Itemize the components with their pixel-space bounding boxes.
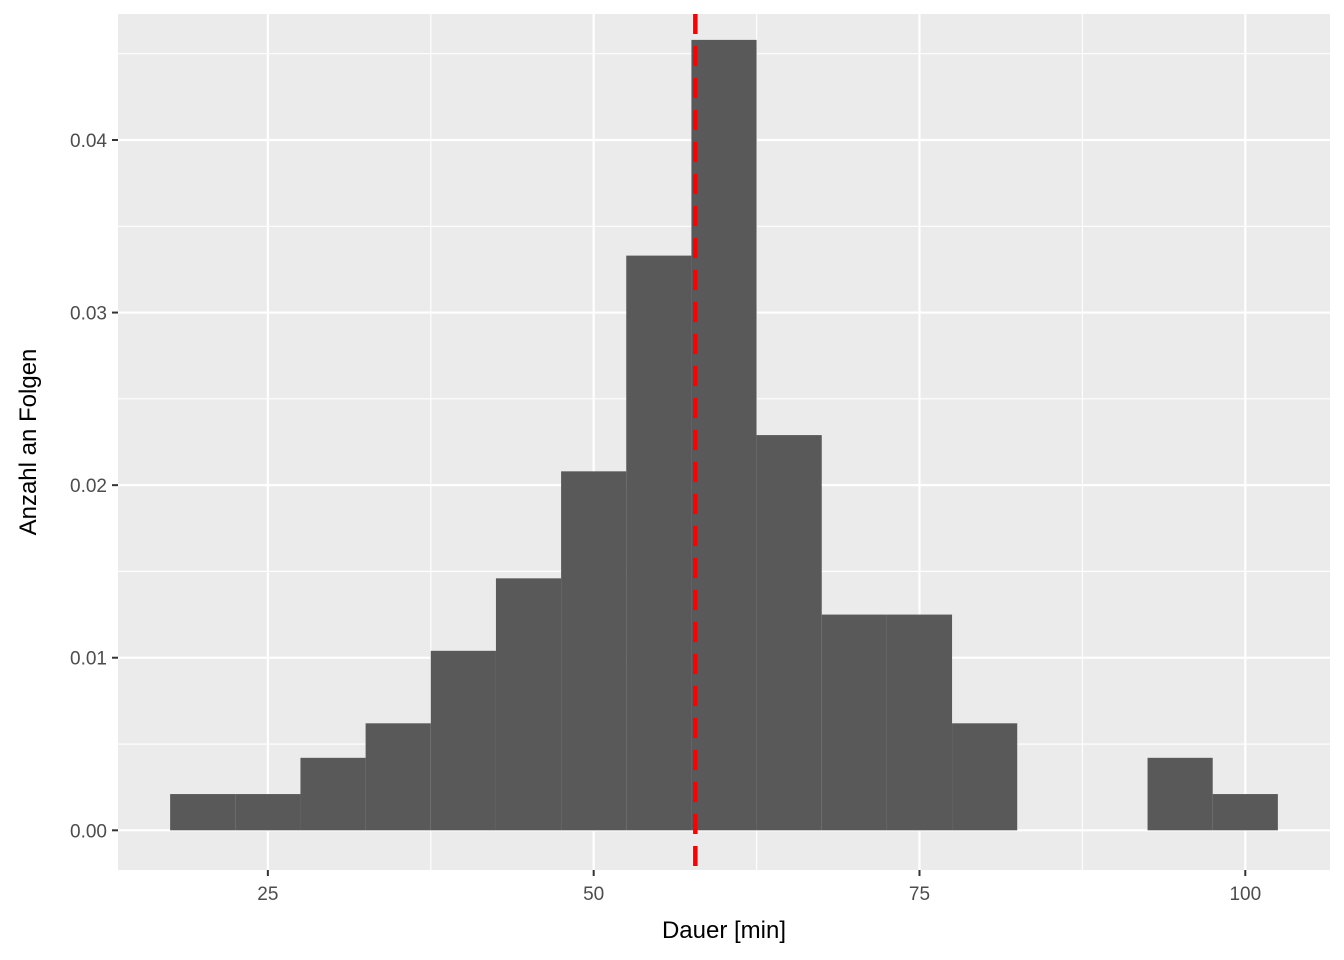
histogram-bars [170, 39, 1278, 831]
y-tick-label: 0.04 [70, 131, 107, 152]
y-tick-label: 0.03 [70, 304, 107, 325]
histogram-bar [235, 794, 301, 831]
y-tick-label: 0.00 [70, 821, 107, 842]
histogram-bar [952, 723, 1018, 831]
histogram-bar [626, 255, 692, 831]
histogram-bar [170, 794, 236, 831]
histogram-bar [821, 614, 887, 831]
x-axis: 25 50 75 100 [257, 870, 1261, 905]
x-tick-label: 25 [257, 884, 278, 905]
histogram-bar [886, 614, 953, 831]
histogram-bar [756, 435, 822, 831]
histogram-bar [1147, 757, 1213, 831]
x-axis-title: Dauer [min] [662, 917, 786, 944]
x-tick-label: 50 [583, 884, 604, 905]
y-tick-label: 0.02 [70, 476, 107, 497]
histogram-bar [495, 578, 562, 831]
histogram-bar [1212, 794, 1278, 831]
histogram-bar [691, 39, 757, 831]
y-tick-label: 0.01 [70, 649, 107, 670]
histogram-bar [430, 650, 496, 831]
y-axis-title: Anzahl an Folgen [15, 349, 42, 536]
histogram-bar [365, 723, 431, 831]
y-axis: 0.00 0.01 0.02 0.03 0.04 [70, 131, 118, 842]
x-tick-label: 75 [909, 884, 930, 905]
histogram-bar [300, 757, 366, 831]
histogram-bar [561, 471, 627, 831]
x-tick-label: 100 [1229, 884, 1261, 905]
